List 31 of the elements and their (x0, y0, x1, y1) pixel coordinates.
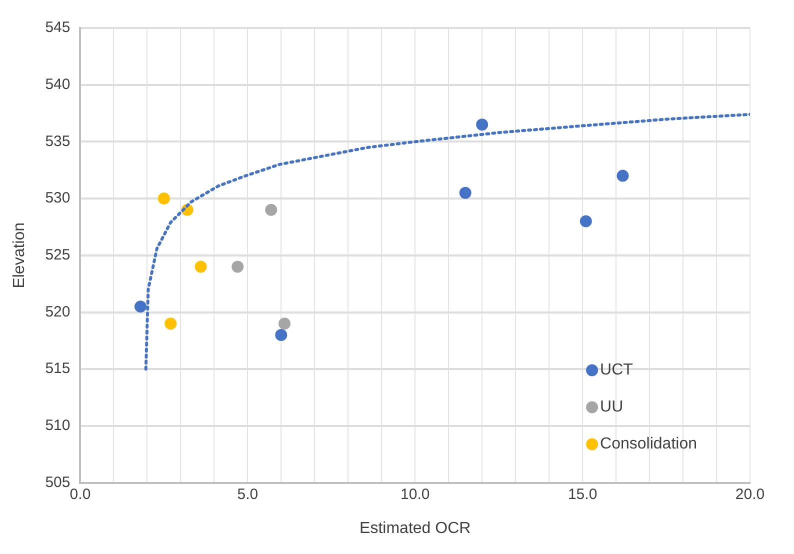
x-tick-label: 20.0 (735, 486, 765, 503)
point (158, 192, 170, 205)
y-axis-title: Elevation (11, 222, 28, 288)
x-tick-label: 0.0 (70, 486, 91, 503)
y-tick-label: 510 (45, 417, 70, 434)
point (265, 204, 278, 216)
point (459, 186, 472, 199)
legend-label: UU (600, 398, 624, 416)
y-tick-label: 505 (45, 474, 70, 491)
y-tick-label: 545 (45, 19, 70, 36)
y-tick-label: 530 (45, 190, 70, 207)
point (134, 300, 147, 313)
point (476, 118, 488, 131)
x-tick-label: 10.0 (400, 486, 430, 503)
x-tick-label: 5.0 (237, 486, 258, 503)
y-tick-label: 535 (45, 132, 70, 150)
point (164, 318, 177, 330)
point (232, 260, 244, 273)
point (278, 318, 291, 330)
point (275, 328, 288, 341)
x-axis-title: Estimated OCR (360, 520, 471, 537)
y-tick-label: 520 (45, 303, 70, 320)
point (194, 260, 207, 273)
y-tick-label: 525 (45, 246, 70, 264)
y-tick-label: 540 (45, 76, 70, 93)
y-tick-label: 515 (45, 360, 70, 378)
x-tick-label: 15.0 (568, 486, 598, 503)
point (616, 170, 629, 182)
legend-label: UCT (600, 362, 634, 379)
point (580, 215, 592, 228)
legend-label: Consolidation (600, 436, 697, 453)
